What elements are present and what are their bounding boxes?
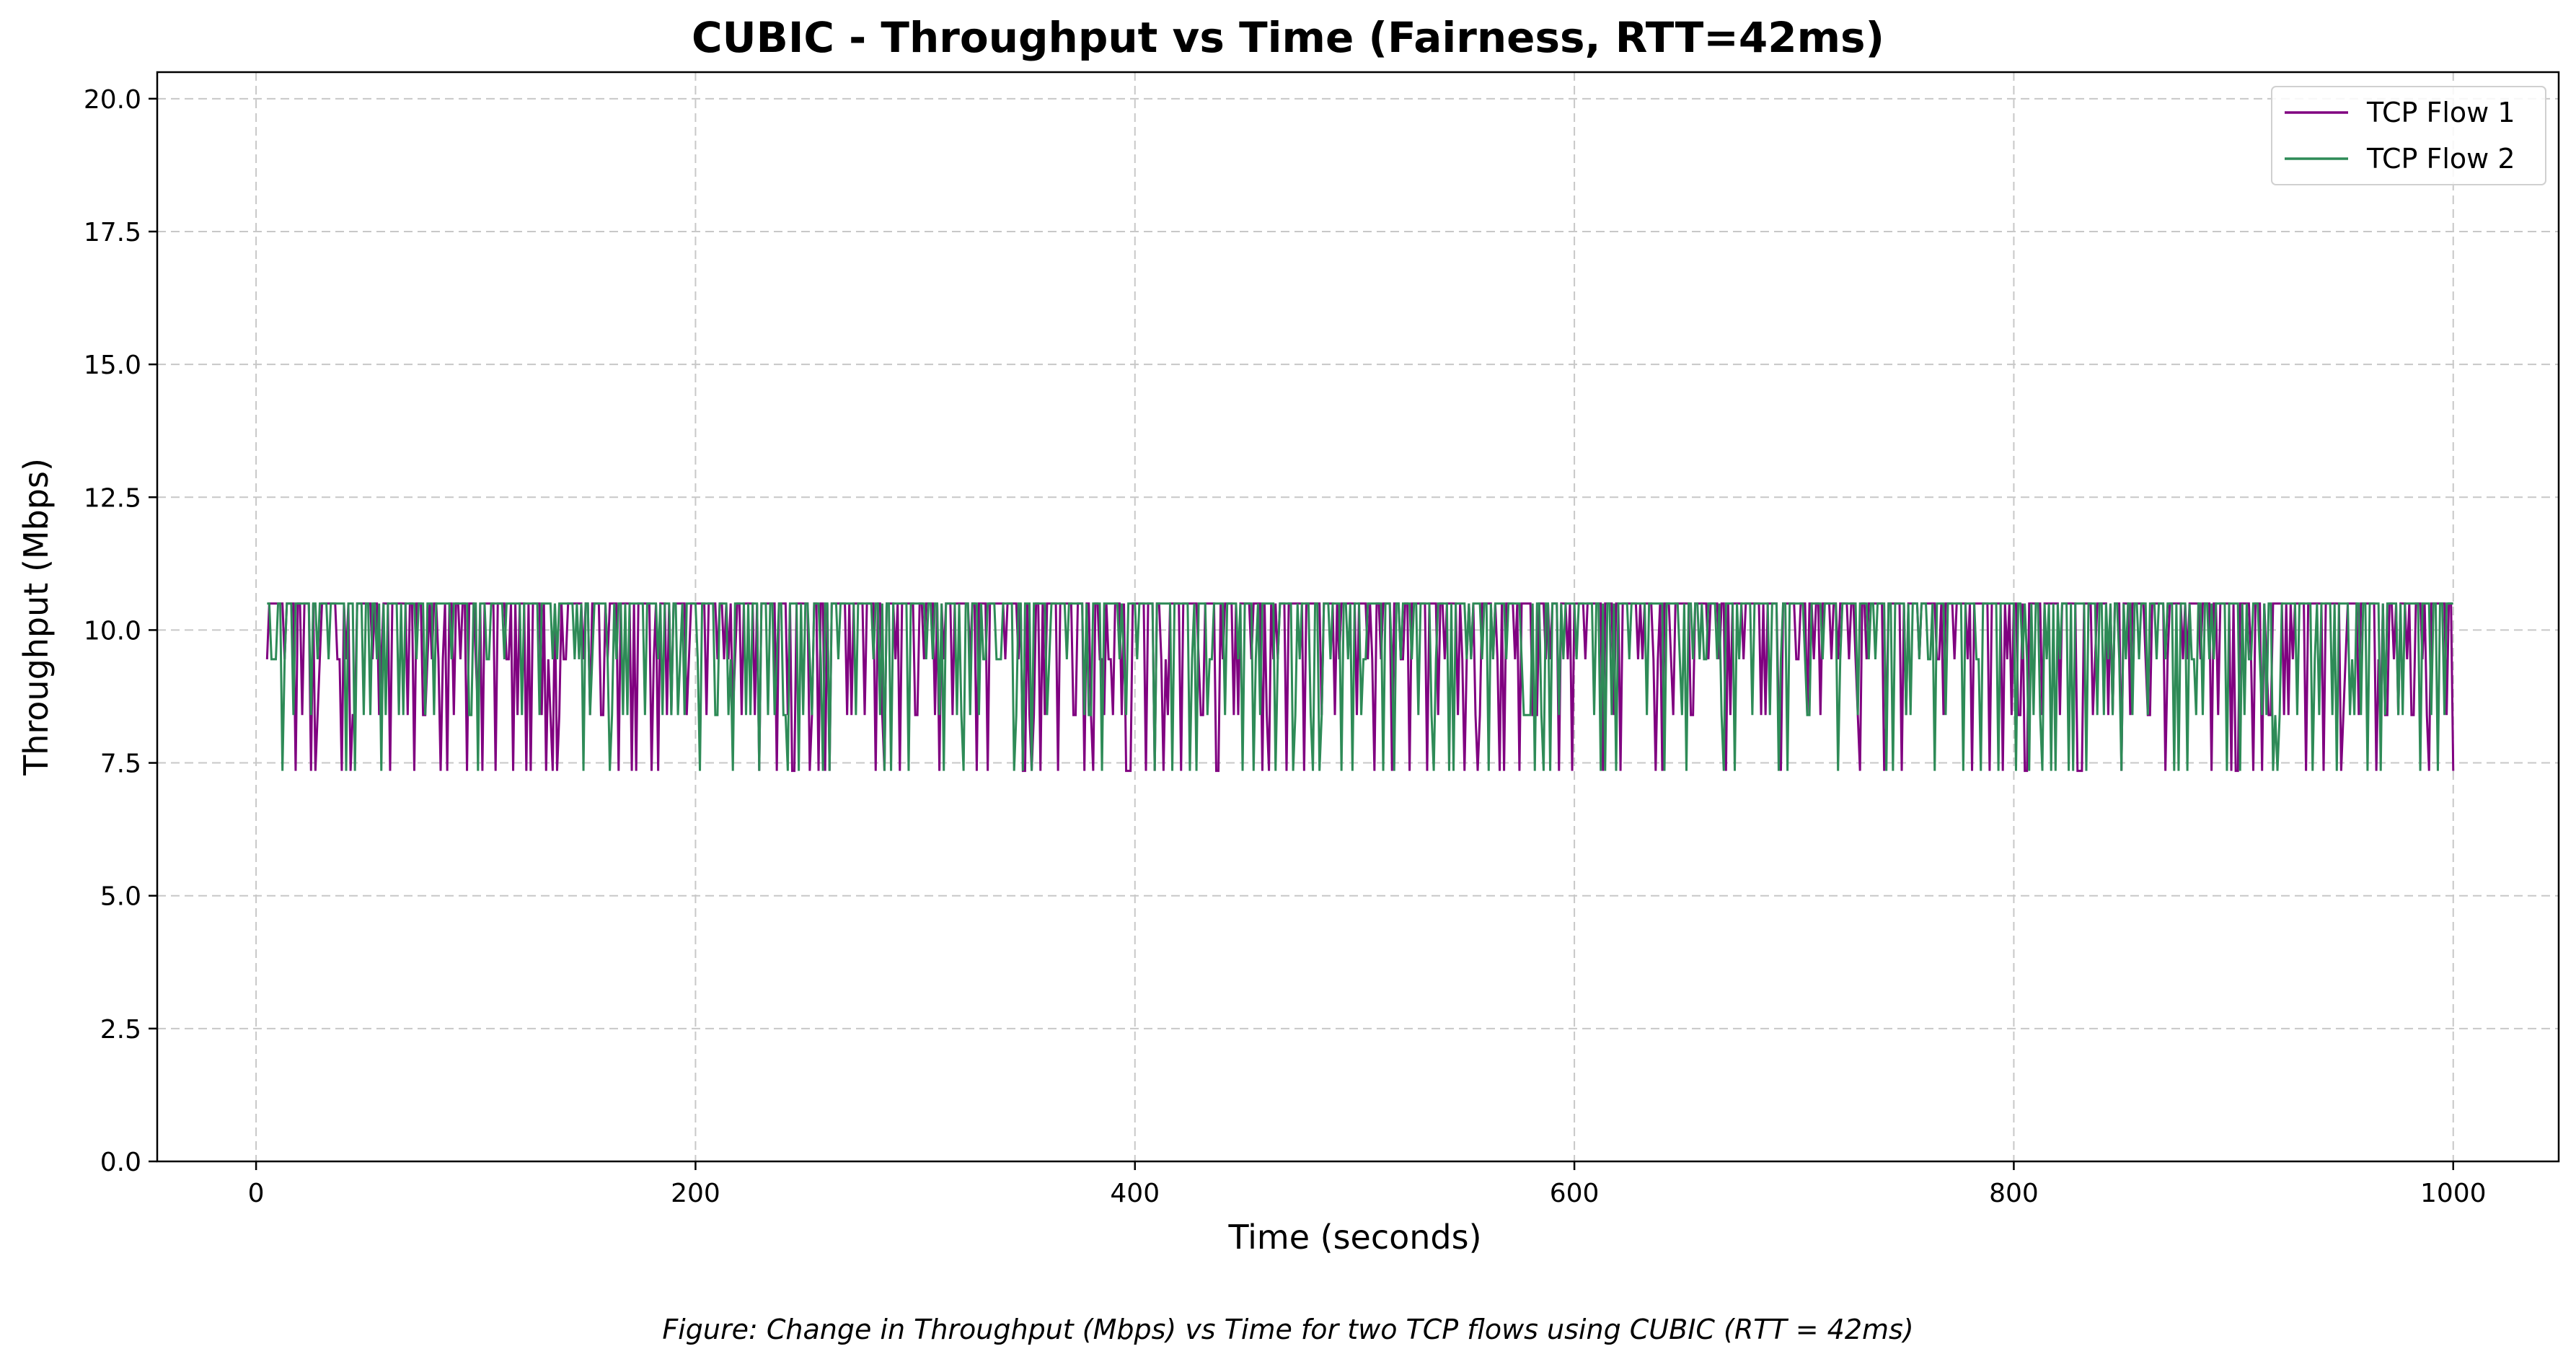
y-tick-label: 12.5 — [84, 483, 141, 513]
x-tick-label: 600 — [1550, 1179, 1600, 1208]
x-axis: 0 200 400 600 800 1000 — [248, 1161, 2487, 1208]
y-axis: 0.0 2.5 5.0 7.5 10.0 12.5 15.0 17.5 20.0 — [84, 85, 157, 1177]
y-tick-label: 17.5 — [84, 218, 141, 247]
x-tick-label: 0 — [248, 1179, 265, 1208]
series-layer — [265, 602, 2455, 773]
x-tick-label: 400 — [1110, 1179, 1160, 1208]
plot-frame — [156, 71, 2560, 1163]
chart-title: CUBIC - Throughput vs Time (Fairness, RT… — [692, 13, 1884, 62]
series-line-2 — [267, 602, 2453, 771]
legend: TCP Flow 1 TCP Flow 2 — [2271, 86, 2546, 185]
y-tick-label: 5.0 — [100, 882, 141, 912]
y-tick-label: 2.5 — [100, 1015, 141, 1045]
figure-caption: Figure: Change in Throughput (Mbps) vs T… — [662, 1314, 1913, 1345]
y-tick-label: 20.0 — [84, 85, 141, 115]
y-tick-label: 10.0 — [84, 616, 141, 646]
x-axis-label: Time (seconds) — [1227, 1218, 1481, 1257]
x-tick-label: 1000 — [2420, 1179, 2487, 1208]
legend-label: TCP Flow 2 — [2366, 143, 2515, 175]
y-tick-label: 0.0 — [100, 1148, 141, 1177]
x-tick-label: 200 — [671, 1179, 720, 1208]
y-axis-label: Throughput (Mbps) — [17, 458, 56, 776]
y-tick-label: 7.5 — [100, 750, 141, 779]
legend-box — [2271, 86, 2546, 185]
y-tick-label: 15.0 — [84, 351, 141, 380]
legend-label: TCP Flow 1 — [2366, 97, 2515, 128]
x-tick-label: 800 — [1989, 1179, 2039, 1208]
